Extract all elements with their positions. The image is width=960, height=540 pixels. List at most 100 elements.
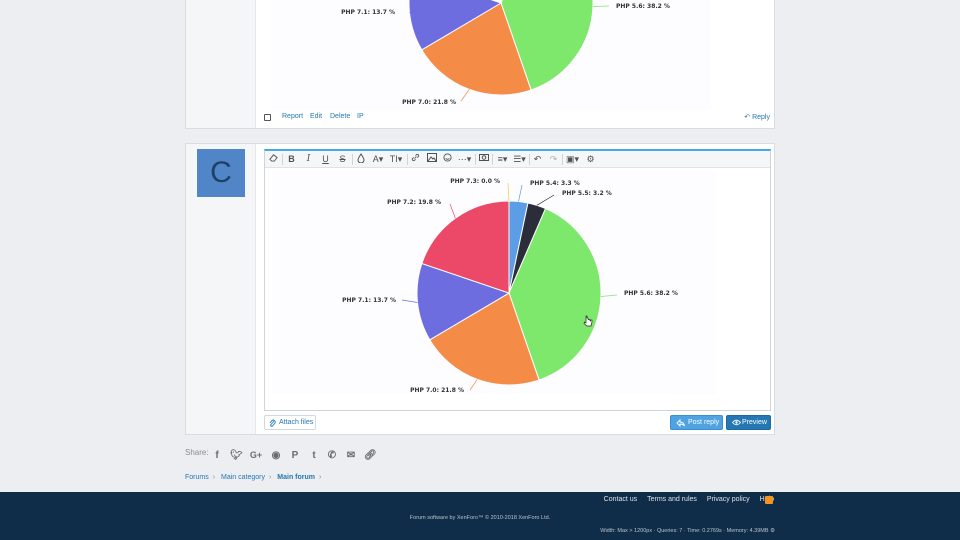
undo-icon[interactable]: ↶ [533, 154, 542, 164]
edit-link[interactable]: Edit [310, 113, 323, 120]
pie-leader-line [401, 299, 418, 303]
toolbar-separator [352, 154, 353, 165]
link-icon[interactable]: 🔗︎ [364, 450, 377, 461]
font-size-icon[interactable]: TI▾ [389, 154, 403, 164]
avatar[interactable]: C [197, 149, 245, 197]
pie-slice-label: PHP 7.1: 13.7 % [342, 297, 396, 304]
pie-chart-previous: PHP 5.6: 38.2 % PHP 7.0: 21.8 % PHP 7.1: 1… [271, 0, 711, 110]
pie-slice-label: PHP 7.0: 21.8 % [402, 99, 456, 106]
email-icon[interactable]: ✉ [346, 450, 356, 461]
post-user-column [186, 0, 256, 128]
text-color-icon[interactable] [355, 153, 366, 165]
pie-leader-line [600, 294, 618, 297]
rss-icon[interactable] [765, 496, 773, 504]
pie-leader-line [460, 89, 470, 102]
attach-files-button[interactable]: Attach files [264, 415, 316, 430]
redo-icon[interactable]: ↷ [549, 154, 558, 164]
pie-leader-line [518, 184, 523, 202]
breadcrumb-main-category[interactable]: Main category [221, 474, 265, 481]
pinterest-icon[interactable]: P [291, 450, 299, 461]
pie-chart-embedded: PHP 5.4: 3.3 % PHP 5.5: 3.2 % PHP 5.6: 38.… [272, 171, 716, 394]
media-icon[interactable] [478, 153, 489, 165]
toolbar-separator [562, 154, 563, 165]
eraser-icon[interactable] [268, 153, 279, 165]
more-icon[interactable]: ⋯▾ [457, 154, 472, 164]
previous-post: PHP 5.6: 38.2 % PHP 7.0: 21.8 % PHP 7.1: 1… [185, 0, 775, 129]
pie-leader-line [536, 194, 555, 206]
toolbar-separator [492, 154, 493, 165]
font-family-icon[interactable]: A▾ [372, 154, 384, 164]
rich-text-editor[interactable]: B I U S A▾ TI▾ ⋯▾ [264, 149, 771, 411]
share-label: Share: [185, 448, 209, 457]
pie-slice-label: PHP 7.3: 0.0 % [450, 178, 500, 185]
post-reply-button[interactable]: Post reply [670, 415, 723, 430]
reply-icon: ↶ [744, 114, 751, 121]
reply-link[interactable]: ↶ Reply [744, 113, 770, 121]
editor-toolbar: B I U S A▾ TI▾ ⋯▾ [265, 151, 770, 168]
reply-icon [676, 419, 685, 427]
mouse-cursor-icon [583, 315, 593, 327]
pie-slice [416, 262, 511, 341]
pie-slice-label: PHP 7.2: 19.8 % [387, 199, 441, 206]
attach-files-label: Attach files [279, 419, 314, 426]
copyright-text: Forum software by XenForo™ © 2010-2018 X… [409, 515, 551, 521]
reply-user-column: C [186, 144, 256, 434]
select-post-checkbox[interactable] [264, 114, 271, 121]
smilie-icon[interactable] [442, 153, 453, 165]
pie-slice-label: PHP 7.1: 13.7 % [341, 9, 395, 16]
report-link[interactable]: Report [282, 113, 304, 120]
breadcrumb: Forums › Main category › Main forum › [185, 474, 325, 481]
delete-link[interactable]: Delete [330, 113, 351, 120]
page-footer: Contact us Terms and rules Privacy polic… [0, 492, 960, 540]
strikethrough-icon[interactable]: S [339, 154, 346, 164]
reddit-icon[interactable]: ◉ [271, 450, 281, 461]
pie-chart-svg: PHP 5.6: 38.2 % PHP 7.0: 21.8 % PHP 7.1: 1… [341, 0, 670, 106]
preview-button[interactable]: Preview [726, 415, 771, 430]
breadcrumb-separator: › [269, 474, 272, 481]
footer-links: Contact us Terms and rules Privacy polic… [596, 496, 774, 503]
privacy-link[interactable]: Privacy policy [706, 496, 750, 503]
drafts-icon[interactable]: ▣▾ [565, 154, 580, 164]
facebook-icon[interactable]: f [215, 450, 219, 461]
breadcrumb-separator: › [212, 474, 216, 481]
pie-slice-label: PHP 5.4: 3.3 % [530, 180, 580, 187]
toolbar-separator [282, 154, 283, 165]
link-icon[interactable] [410, 153, 421, 165]
pie-leader-line [469, 379, 478, 391]
twitter-icon[interactable]: 🐦︎ [230, 450, 243, 461]
pie-slice-label: PHP 5.5: 3.2 % [562, 190, 612, 197]
tumblr-icon[interactable]: t [312, 450, 316, 461]
preview-label: Preview [742, 419, 767, 426]
eye-icon [732, 419, 741, 426]
image-icon[interactable] [426, 153, 437, 165]
pie-slice [421, 200, 510, 294]
contact-us-link[interactable]: Contact us [603, 496, 638, 503]
align-icon[interactable]: ≡▾ [497, 154, 508, 164]
breadcrumb-forums[interactable]: Forums [185, 474, 209, 481]
breadcrumb-separator: › [319, 474, 322, 481]
gear-icon[interactable]: ⚙ [770, 528, 775, 534]
post-reply-label: Post reply [688, 419, 720, 426]
whatsapp-icon[interactable]: ✆ [327, 450, 337, 461]
pie-slice-label: PHP 7.0: 21.8 % [410, 387, 464, 394]
ip-link[interactable]: IP [357, 113, 364, 120]
reply-label: Reply [752, 114, 770, 121]
underline-icon[interactable]: U [322, 154, 329, 164]
pie-slice [421, 2, 532, 96]
italic-icon[interactable]: I [306, 154, 311, 164]
list-icon[interactable]: ☰▾ [513, 154, 526, 164]
google-plus-icon[interactable]: G+ [249, 450, 263, 460]
pie-leader-line [449, 203, 456, 219]
terms-link[interactable]: Terms and rules [647, 496, 697, 503]
settings-icon[interactable]: ⚙ [586, 154, 595, 164]
paperclip-icon [269, 419, 276, 427]
pie-slice-label: PHP 5.6: 38.2 % [624, 290, 678, 297]
pie-leader-line [409, 10, 417, 13]
post-actions-bar: Report Edit Delete IP ↶ Reply [263, 112, 773, 126]
debug-info: Width: Max > 1200px · Queries: 7 · Time:… [600, 528, 775, 534]
pie-slice-label: PHP 5.6: 38.2 % [616, 3, 670, 10]
toolbar-separator [407, 154, 408, 165]
quick-reply-block: C B I U S A▾ TI▾ [185, 143, 775, 435]
bold-icon[interactable]: B [288, 154, 295, 164]
breadcrumb-main-forum[interactable]: Main forum [277, 474, 316, 481]
